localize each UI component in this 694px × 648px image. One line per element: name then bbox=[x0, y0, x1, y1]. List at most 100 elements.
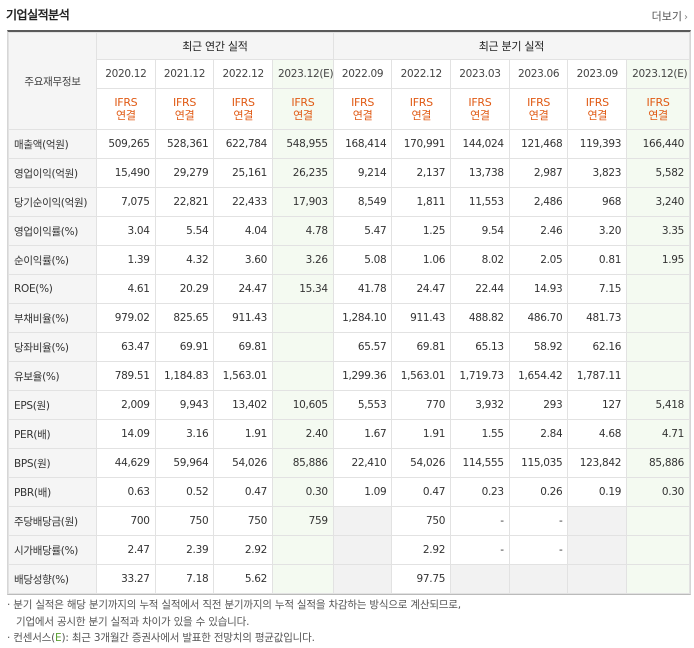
table-cell: 1,184.83 bbox=[154, 361, 215, 391]
table-cell: 548,955 bbox=[272, 129, 334, 159]
table-row: EPS(원) 2,009 9,943 13,402 10,605 5,553 770 3,93… bbox=[7, 390, 690, 420]
footnotes: · 분기 실적은 해당 분기까지의 누적 실적에서 직전 분기까지의 누적 실적… bbox=[7, 597, 461, 647]
table-cell: 69.91 bbox=[154, 332, 215, 362]
table-cell bbox=[332, 506, 393, 536]
table-cell: 700 bbox=[96, 506, 156, 536]
consolidated-label: 연결 bbox=[352, 109, 373, 122]
table-cell: 1.95 bbox=[626, 245, 690, 275]
consolidated-label: 연결 bbox=[528, 109, 549, 122]
table-cell: 0.47 bbox=[213, 477, 274, 507]
table-cell bbox=[272, 564, 334, 594]
table-cell bbox=[272, 303, 334, 333]
table-cell: 166,440 bbox=[626, 129, 690, 159]
table-cell: 3,932 bbox=[450, 390, 510, 420]
consolidated-label: 연결 bbox=[587, 109, 608, 122]
table-cell: 3,240 bbox=[626, 187, 690, 217]
table-cell: 168,414 bbox=[332, 129, 393, 159]
table-cell: 41.78 bbox=[332, 274, 393, 304]
table-cell: 22,821 bbox=[154, 187, 215, 217]
table-cell: 63.47 bbox=[96, 332, 156, 362]
table-cell: 1,719.73 bbox=[450, 361, 510, 391]
table-cell: 1.67 bbox=[332, 419, 393, 449]
table-cell: 24.47 bbox=[213, 274, 274, 304]
period-header: 2023.12(E) bbox=[272, 59, 334, 89]
table-cell bbox=[508, 564, 569, 594]
ifrs-label: IFRS bbox=[585, 96, 609, 109]
table-cell: 528,361 bbox=[154, 129, 215, 159]
consolidated-label: 연결 bbox=[174, 109, 195, 122]
table-cell: 58.92 bbox=[508, 332, 569, 362]
table-cell: 4.61 bbox=[96, 274, 156, 304]
table-cell: 1.25 bbox=[391, 216, 452, 246]
table-cell: 1.91 bbox=[391, 419, 452, 449]
table-cell: 25,161 bbox=[213, 158, 274, 188]
table-cell: 1,787.11 bbox=[567, 361, 628, 391]
table-cell: - bbox=[508, 535, 569, 565]
annual-group-header: 최근 연간 실적 bbox=[96, 32, 334, 60]
table-cell: 911.43 bbox=[213, 303, 274, 333]
table-cell: 2.84 bbox=[508, 419, 569, 449]
row-label: 매출액(억원) bbox=[7, 129, 98, 159]
ifrs-basis-label: IFRS 연결 bbox=[154, 88, 215, 130]
table-cell: 33.27 bbox=[96, 564, 156, 594]
table-cell: 3,823 bbox=[567, 158, 628, 188]
table-cell: 2.05 bbox=[508, 245, 569, 275]
table-cell: 3.16 bbox=[154, 419, 215, 449]
table-row: 시가배당률(%) 2.47 2.39 2.92 2.92- - bbox=[7, 535, 690, 565]
row-label: ROE(%) bbox=[7, 274, 98, 304]
ifrs-basis-label: IFRS 연결 bbox=[272, 88, 334, 130]
row-label: 당좌비율(%) bbox=[7, 332, 98, 362]
table-cell: 3.60 bbox=[213, 245, 274, 275]
period-header: 2022.09 bbox=[332, 59, 393, 89]
ifrs-label: IFRS bbox=[231, 96, 255, 109]
table-cell: 0.81 bbox=[567, 245, 628, 275]
ifrs-basis-label: IFRS 연결 bbox=[626, 88, 690, 130]
table-cell: 0.19 bbox=[567, 477, 628, 507]
table-cell: 127 bbox=[567, 390, 628, 420]
table-cell: 5.08 bbox=[332, 245, 393, 275]
table-cell: 24.47 bbox=[391, 274, 452, 304]
table-cell: 44,629 bbox=[96, 448, 156, 478]
table-row: 배당성향(%) 33.27 7.18 5.62 97.75 bbox=[7, 564, 690, 594]
table-cell: 5,418 bbox=[626, 390, 690, 420]
table-cell: 789.51 bbox=[96, 361, 156, 391]
table-row: ROE(%) 4.61 20.29 24.47 15.34 41.78 24.47 22.44… bbox=[7, 274, 690, 304]
table-cell: 4.32 bbox=[154, 245, 215, 275]
table-cell: 2.47 bbox=[96, 535, 156, 565]
more-label[interactable]: 더보기 bbox=[651, 10, 682, 23]
table-cell: 17,903 bbox=[272, 187, 334, 217]
table-cell: 4.68 bbox=[567, 419, 628, 449]
ifrs-basis-label: IFRS 연결 bbox=[508, 88, 569, 130]
consolidated-label: 연결 bbox=[293, 109, 313, 122]
table-cell bbox=[450, 564, 510, 594]
consolidated-label: 연결 bbox=[648, 109, 668, 122]
table-cell: 9,214 bbox=[332, 158, 393, 188]
table-cell: 3.04 bbox=[96, 216, 156, 246]
table-cell: 1,563.01 bbox=[213, 361, 274, 391]
table-cell: 1.06 bbox=[391, 245, 452, 275]
table-cell: 488.82 bbox=[450, 303, 510, 333]
table-cell: - bbox=[450, 535, 510, 565]
table-cell: 0.30 bbox=[626, 477, 690, 507]
table-cell: 509,265 bbox=[96, 129, 156, 159]
table-cell: 97.75 bbox=[391, 564, 452, 594]
table-cell: 0.26 bbox=[508, 477, 569, 507]
table-cell: 0.47 bbox=[391, 477, 452, 507]
table-cell: 2.39 bbox=[154, 535, 215, 565]
table-row: 부채비율(%) 979.02 825.65 911.43 1,284.10 911.43 4… bbox=[7, 303, 690, 333]
chevron-right-icon: › bbox=[684, 12, 688, 23]
table-cell: 5.62 bbox=[213, 564, 274, 594]
table-cell bbox=[626, 535, 690, 565]
table-cell: 26,235 bbox=[272, 158, 334, 188]
table-cell: 11,553 bbox=[450, 187, 510, 217]
row-label: 순이익률(%) bbox=[7, 245, 98, 275]
ifrs-basis-label: IFRS 연결 bbox=[391, 88, 452, 130]
table-cell: 2.40 bbox=[272, 419, 334, 449]
table-cell: 770 bbox=[391, 390, 452, 420]
table-cell: 144,024 bbox=[450, 129, 510, 159]
table-cell: 15,490 bbox=[96, 158, 156, 188]
more-link[interactable]: 더보기 › bbox=[652, 8, 688, 24]
table-cell: 911.43 bbox=[391, 303, 452, 333]
table-cell: 20.29 bbox=[154, 274, 215, 304]
table-cell: 4.78 bbox=[272, 216, 334, 246]
